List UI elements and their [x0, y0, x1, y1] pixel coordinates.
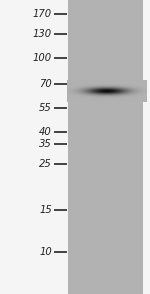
Bar [68, 0, 143, 294]
Text: 35: 35 [39, 139, 52, 149]
Text: 15: 15 [39, 205, 52, 215]
Text: 130: 130 [33, 29, 52, 39]
Text: 70: 70 [39, 79, 52, 89]
Text: 170: 170 [33, 9, 52, 19]
Bar [0, 0, 70, 294]
Text: 55: 55 [39, 103, 52, 113]
Text: 40: 40 [39, 127, 52, 137]
Text: 100: 100 [33, 53, 52, 63]
Text: 10: 10 [39, 247, 52, 257]
Text: 25: 25 [39, 159, 52, 169]
